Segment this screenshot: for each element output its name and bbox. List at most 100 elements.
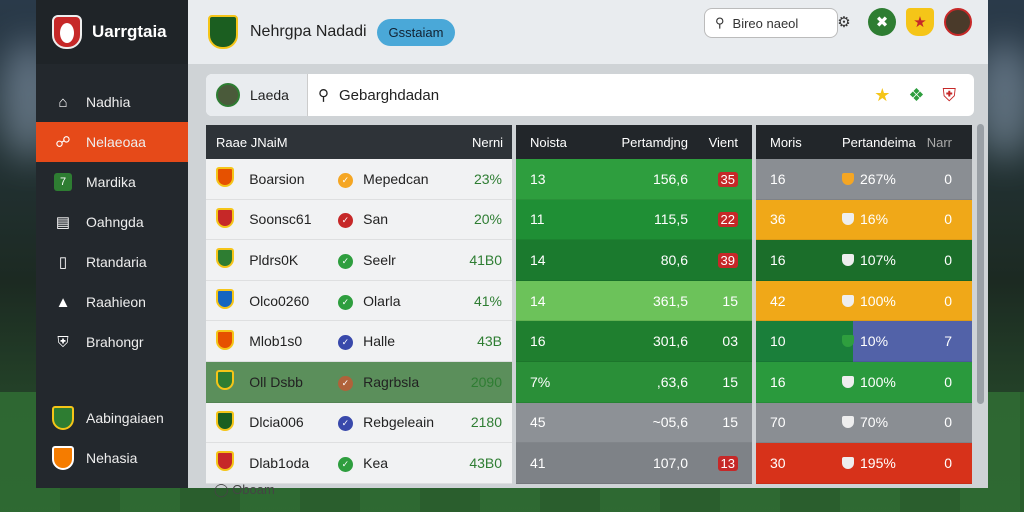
- column-header[interactable]: Nerni: [472, 134, 504, 150]
- table-row[interactable]: 16 301,6 03: [516, 321, 752, 362]
- stat-badge: 15: [722, 414, 738, 431]
- score-value: 16: [770, 170, 786, 187]
- search-input[interactable]: [339, 86, 739, 104]
- stat-count: 16: [530, 333, 546, 350]
- percent-table: Moris Pertandeima Narr 16 267% 0 36 16% 0 16 10…: [756, 125, 972, 484]
- brand[interactable]: Uarrgtaia: [36, 0, 188, 64]
- avatar[interactable]: [944, 8, 972, 36]
- opponent-name: Ragrbsla: [363, 373, 420, 390]
- table-row[interactable]: Mlob1s0 ✓ Halle 43B: [206, 321, 512, 362]
- team-name: Olco0260: [249, 292, 310, 309]
- search-tools: ★ ❖ ⛨: [874, 85, 974, 106]
- search-profile[interactable]: Laeda: [206, 74, 308, 116]
- team-crest-icon: [216, 451, 237, 474]
- table-row[interactable]: 16 107% 0: [756, 240, 972, 281]
- table-row[interactable]: 7% ,63,6 15: [516, 361, 752, 403]
- table-row[interactable]: 14 80,6 39: [516, 240, 752, 281]
- stat-value: 301,6: [652, 333, 688, 350]
- shield-icon: [842, 294, 854, 307]
- table-row[interactable]: 36 16% 0: [756, 199, 972, 241]
- table-row[interactable]: 10 10% 7: [756, 321, 972, 362]
- table-row[interactable]: Dlcia006 ✓ Rebgeleain 2180: [206, 402, 512, 444]
- team-name: Dlcia006: [249, 414, 304, 431]
- table-row[interactable]: Pldrs0K ✓ Seelr 41B0: [206, 240, 512, 281]
- column-header[interactable]: Raae JNaiM: [216, 134, 288, 150]
- search-icon: ⚲: [715, 15, 725, 30]
- sidebar-item-tag[interactable]: ▲ Raahieon: [36, 282, 188, 322]
- stat-count: 11: [530, 211, 545, 228]
- table-row[interactable]: Oll Dsbb ✓ Ragrbsla 2090: [206, 361, 512, 403]
- win-percent: 41%: [473, 292, 503, 309]
- stat-value: ,63,6: [656, 373, 688, 390]
- team-crest-icon: [216, 410, 237, 434]
- table-row[interactable]: Olco0260 ✓ Olarla 41%: [206, 280, 512, 322]
- crest-icon[interactable]: ⛨: [942, 84, 957, 105]
- stat-cell: 22: [688, 211, 752, 228]
- column-header[interactable]: Pertandeima: [842, 134, 916, 150]
- stat-value: 156,6: [652, 170, 688, 187]
- top-bar: Uarrgtaia Nehrgpa Nadadi Gsstaiam ⚲ Bire…: [36, 0, 988, 64]
- table-row[interactable]: 16 100% 0: [756, 361, 972, 403]
- header-search[interactable]: ⚲ Bireo naeol: [704, 8, 838, 38]
- table-row[interactable]: 13 156,6 35: [516, 159, 752, 200]
- sidebar-item-label: Rtandaria: [86, 254, 147, 270]
- home-icon: ⌂: [58, 93, 68, 111]
- sidebar-team[interactable]: Aabingaiaen: [36, 398, 188, 438]
- table-row[interactable]: 45 ~05,6 15: [516, 402, 752, 444]
- table-row[interactable]: 14 361,5 15: [516, 280, 752, 322]
- star-icon[interactable]: ★: [874, 84, 891, 105]
- sidebar-item-home[interactable]: ⌂ Nadhia: [36, 82, 188, 122]
- table-row[interactable]: 11 115,5 22: [516, 199, 752, 241]
- stat-badge: 13: [717, 455, 738, 471]
- stat-cell: 13: [688, 455, 752, 471]
- sidebar-item-shield[interactable]: ⛨ Brahongr: [36, 322, 188, 362]
- column-header[interactable]: Noista: [530, 134, 567, 150]
- sidebar-item-document[interactable]: ▯ Rtandaria: [36, 242, 188, 282]
- header-pill-button[interactable]: Gsstaiam: [376, 18, 456, 46]
- percent-cell: 107%: [812, 252, 922, 268]
- percent-cell: 267%: [812, 171, 922, 187]
- table-row[interactable]: 16 267% 0: [756, 159, 972, 200]
- table-row[interactable]: 30 195% 0: [756, 443, 972, 484]
- footer-peek: ◯ Oboam: [214, 482, 275, 498]
- sidebar-item-active[interactable]: ☍ Nelaeoaa: [36, 122, 198, 162]
- sidebar-item-chat[interactable]: ▤ Oahngda: [36, 202, 188, 242]
- stat-cell: 39: [688, 252, 752, 268]
- narr-value: 7: [944, 333, 952, 350]
- scrollbar[interactable]: [977, 124, 984, 404]
- sidebar-team[interactable]: Nehasia: [36, 438, 188, 478]
- tools-icon[interactable]: ✖: [868, 8, 896, 36]
- chat-icon: ▤: [55, 214, 71, 231]
- leaf-icon[interactable]: ❖: [908, 84, 925, 105]
- brand-logo-icon: [52, 15, 82, 49]
- sidebar-item-box[interactable]: 7 Mardika: [36, 162, 188, 202]
- win-percent: 43B: [477, 333, 503, 350]
- page-title: Nehrgpa Nadadi: [250, 23, 367, 40]
- team-crest-icon: [52, 446, 74, 470]
- avatar: [216, 83, 240, 107]
- tag-icon: ▲: [55, 293, 71, 311]
- status-dot-icon: ✓: [337, 332, 359, 351]
- table-row[interactable]: 70 70% 0: [756, 402, 972, 444]
- column-header[interactable]: Vient: [708, 134, 738, 150]
- status-dot-icon: ✓: [337, 170, 359, 188]
- link-icon: ☍: [55, 134, 71, 151]
- column-header[interactable]: Pertamdjng: [621, 134, 688, 150]
- table-row[interactable]: Boarsion ✓ Mepedcan 23%: [206, 159, 512, 200]
- gear-icon[interactable]: ⚙: [837, 14, 851, 31]
- table-row[interactable]: 41 107,0 13: [516, 443, 752, 484]
- table-row[interactable]: Soonsc61 ✓ San 20%: [206, 199, 512, 241]
- team-crest-icon: [216, 289, 237, 312]
- sidebar: ⌂ Nadhia ☍ Nelaeoaa 7 Mardika ▤ Oahngda …: [36, 64, 198, 488]
- score-value: 16: [770, 373, 786, 390]
- shield-icon: ⛨: [57, 333, 69, 351]
- crest-icon[interactable]: ★: [906, 8, 934, 36]
- percent-value: 16%: [860, 211, 889, 228]
- narr-value: 0: [944, 211, 952, 228]
- column-header[interactable]: Narr: [926, 134, 952, 150]
- stat-count: 14: [530, 251, 546, 268]
- table-row[interactable]: Dlab1oda ✓ Kea 43B0: [206, 443, 512, 484]
- status-dot-icon: ✓: [337, 210, 359, 229]
- column-header[interactable]: Moris: [770, 134, 802, 150]
- table-row[interactable]: 42 100% 0: [756, 280, 972, 322]
